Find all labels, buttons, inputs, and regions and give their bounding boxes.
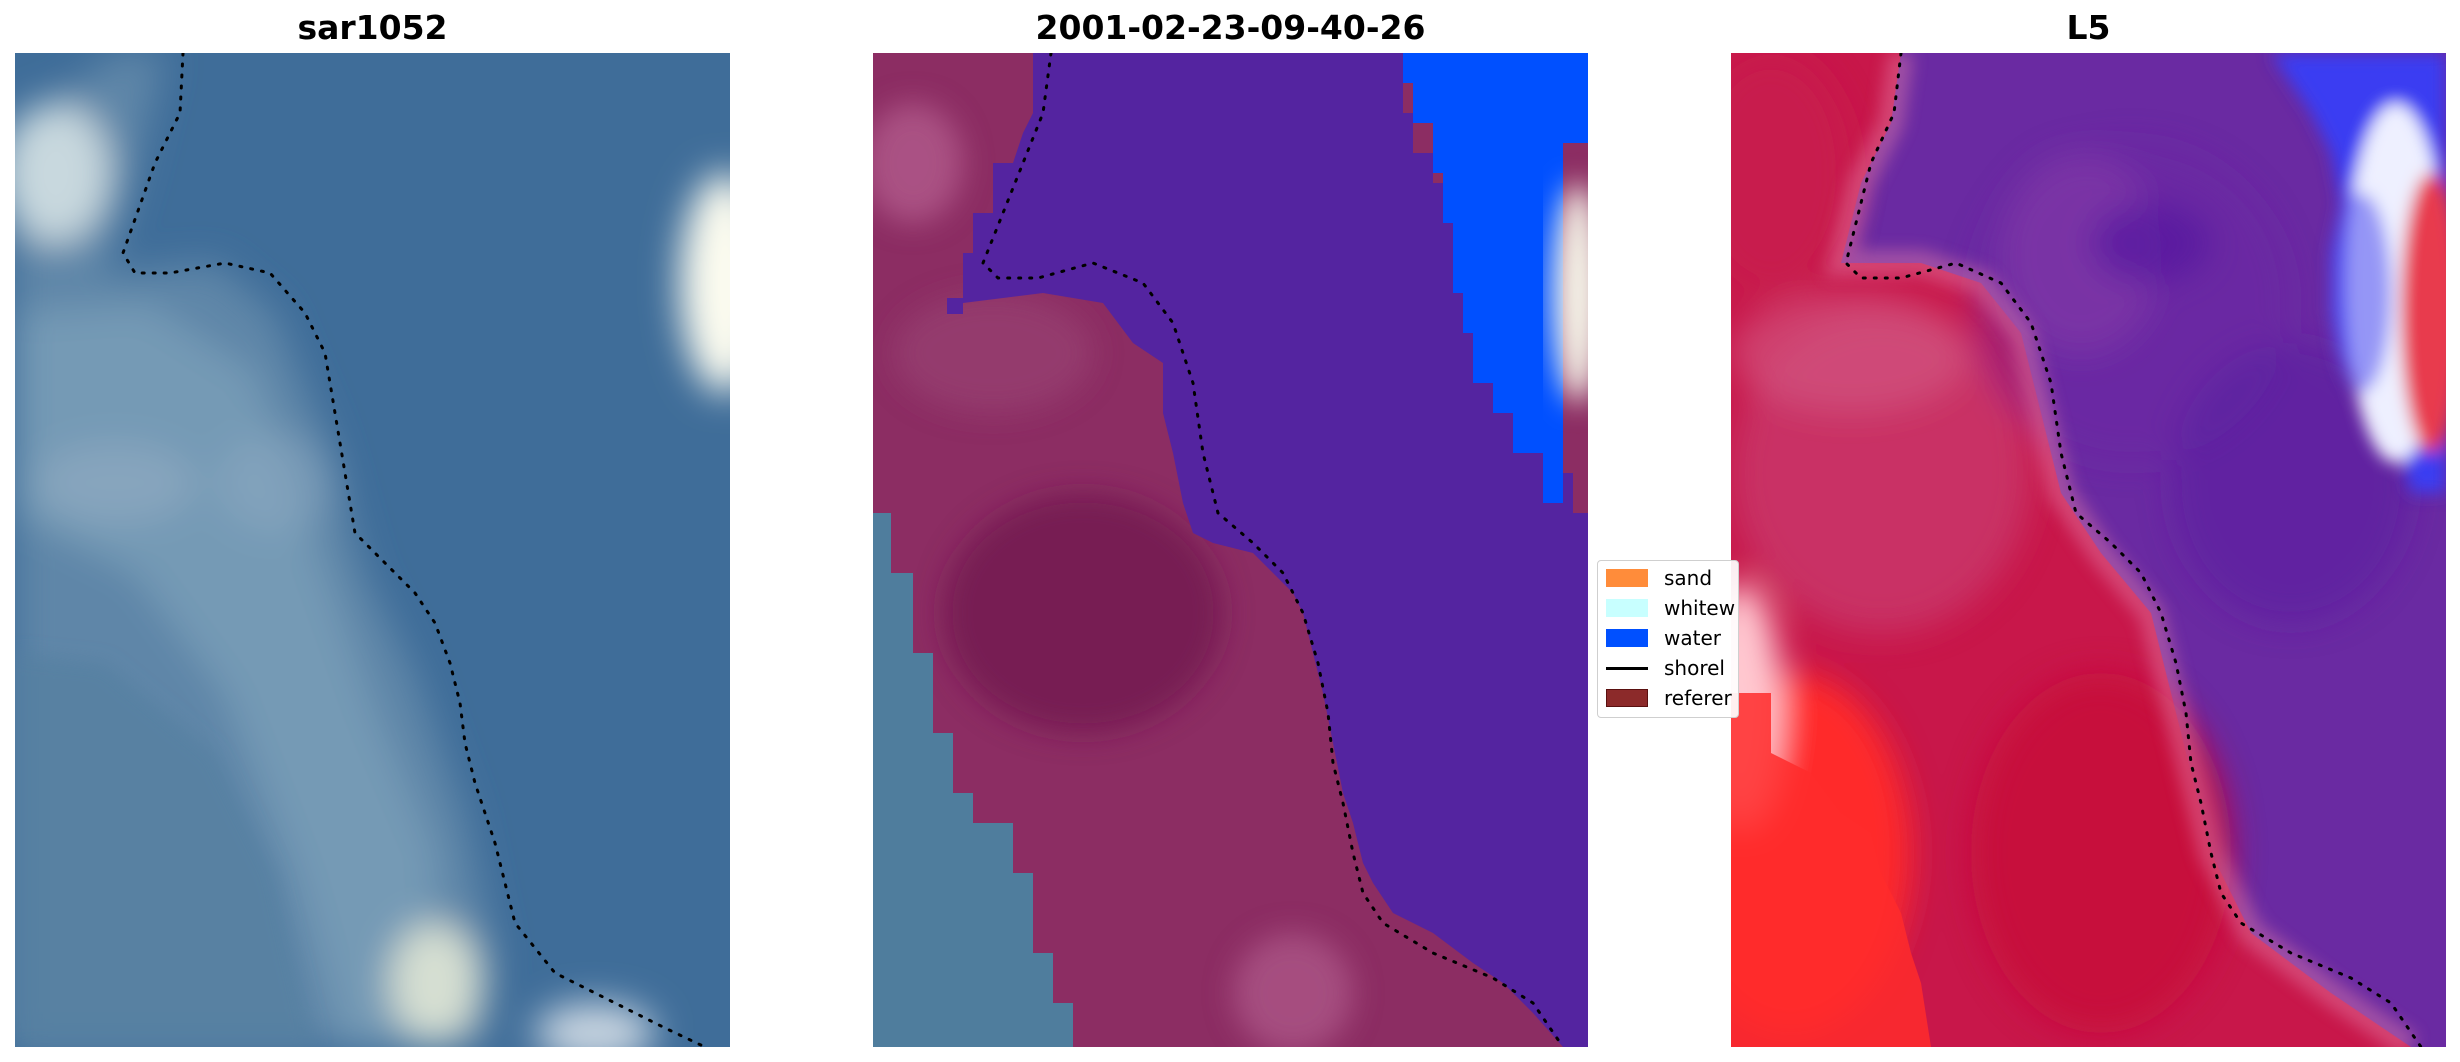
shoreline-overlay [121, 53, 707, 1047]
classified-overlay-image [873, 53, 1588, 1047]
legend-label: whitew [1664, 596, 1736, 620]
panel-title-rgb: sar1052 [297, 8, 448, 47]
legend-label: referer [1664, 686, 1732, 710]
legend-item-sand: sand [1606, 565, 1712, 591]
satellite-rgb-image [15, 53, 730, 1047]
legend-label: water [1664, 626, 1721, 650]
legend-item-water: water [1606, 625, 1721, 651]
index-image-panel [1731, 53, 2446, 1047]
index-heatmap-image [1731, 53, 2446, 1047]
panel-title-classified: 2001-02-23-09-40-26 [1035, 8, 1426, 47]
legend: sand whitew water shorel referer [1597, 560, 1739, 718]
reference-swatch-icon [1606, 689, 1648, 707]
panel-title-index: L5 [2066, 8, 2111, 47]
sand-swatch-icon [1606, 569, 1648, 587]
whitewater-swatch-icon [1606, 599, 1648, 617]
rgb-image-panel [15, 53, 730, 1047]
water-swatch-icon [1606, 629, 1648, 647]
classified-image-panel [873, 53, 1588, 1047]
shoreline-overlay [981, 53, 1565, 1047]
legend-item-whitewater: whitew [1606, 595, 1735, 621]
legend-item-reference: referer [1606, 685, 1732, 711]
legend-label: shorel [1664, 656, 1725, 680]
legend-item-shoreline: shorel [1606, 655, 1725, 681]
shoreline-line-icon [1606, 666, 1648, 670]
legend-label: sand [1664, 566, 1713, 590]
